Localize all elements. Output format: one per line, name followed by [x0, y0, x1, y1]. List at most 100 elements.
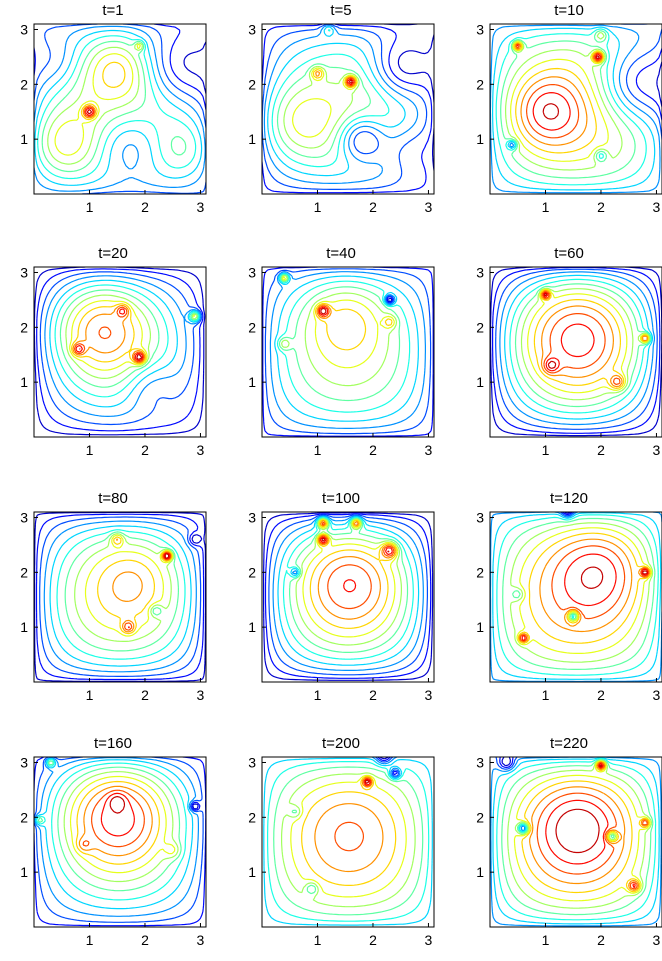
contour-level-line	[74, 533, 175, 642]
y-tick-label: 2	[248, 319, 256, 335]
x-tick-label: 1	[542, 199, 550, 215]
contour-lines	[262, 24, 434, 194]
contour-level-line	[318, 521, 395, 610]
y-tick-label: 2	[476, 564, 484, 580]
contour-level-line	[346, 77, 356, 87]
contour-level-line	[499, 757, 514, 769]
y-tick-label: 1	[476, 864, 484, 880]
contour-plot: 1 2 3 1 2 3	[476, 21, 662, 215]
contour-level-line	[262, 24, 433, 194]
contour-level-line	[309, 519, 397, 629]
contour-level-line	[78, 785, 153, 857]
y-tick-label: 1	[20, 374, 28, 390]
contour-level-line	[34, 757, 199, 917]
contour-level-line	[492, 26, 656, 191]
contour-level-line	[277, 516, 420, 666]
contour-level-line	[272, 515, 424, 671]
contour-level-line	[292, 67, 358, 138]
y-tick-label: 2	[248, 809, 256, 825]
x-tick-label: 3	[425, 932, 433, 948]
contour-level-line	[267, 26, 406, 177]
contour-panel: t=40 1 2 3 1 2 3	[248, 243, 435, 458]
contour-level-line	[543, 292, 557, 369]
contour-level-line	[295, 518, 402, 646]
contour-level-line	[495, 268, 658, 430]
x-tick-label: 2	[369, 687, 377, 703]
contour-level-line	[513, 41, 604, 154]
y-tick-label: 1	[476, 374, 484, 390]
contour-plot: 1 2 3 1 2 3	[248, 509, 435, 703]
x-tick-label: 2	[597, 442, 605, 458]
contour-level-line	[517, 532, 652, 644]
contour-level-line	[495, 757, 518, 770]
contour-level-line	[84, 534, 174, 637]
axes-frame	[489, 511, 662, 683]
axes-frame	[261, 511, 435, 683]
contour-plot: 1 2 3 1 2 3	[248, 754, 435, 948]
contour-lines	[34, 512, 206, 682]
axes-frame	[489, 23, 662, 195]
y-tick-label: 1	[248, 864, 256, 880]
x-tick-label: 1	[314, 442, 322, 458]
contour-level-line	[375, 757, 400, 777]
x-tick-label: 1	[86, 932, 94, 948]
panel-title: t=80	[98, 490, 128, 507]
x-tick-label: 2	[141, 199, 149, 215]
contour-level-line	[542, 291, 595, 372]
contour-level-line	[164, 553, 170, 559]
y-tick-label: 1	[476, 619, 484, 635]
contour-level-line	[316, 304, 332, 319]
contour-level-line	[263, 25, 419, 184]
y-tick-label: 3	[476, 509, 484, 525]
contour-panel: t=20 1 2 3 1 2 3	[20, 243, 207, 458]
contour-level-line	[64, 531, 179, 652]
contour-level-line	[519, 545, 650, 642]
contour-lines	[263, 512, 434, 681]
x-tick-label: 1	[542, 442, 550, 458]
contour-level-line	[536, 762, 648, 890]
contour-lines	[34, 24, 206, 194]
contour-panel: t=60 1 2 3 1 2 3	[476, 243, 662, 458]
contour-level-line	[39, 271, 203, 426]
y-tick-label: 3	[476, 264, 484, 280]
contour-level-line	[492, 267, 661, 434]
contour-level-line	[542, 55, 600, 120]
contour-level-line	[347, 78, 354, 86]
contour-level-line	[501, 757, 511, 767]
contour-level-line	[490, 24, 661, 194]
contour-level-line	[507, 759, 653, 909]
contour-level-line	[262, 267, 434, 437]
panel-title: t=120	[550, 490, 588, 507]
y-tick-label: 1	[476, 131, 484, 147]
contour-level-line	[36, 268, 204, 432]
contour-level-line	[109, 795, 126, 814]
contour-level-line	[520, 287, 650, 401]
axes-frame	[261, 266, 435, 438]
y-tick-label: 3	[248, 264, 256, 280]
axes-frame	[489, 756, 662, 928]
contour-level-line	[54, 43, 142, 156]
contour-level-line	[320, 307, 327, 315]
contour-level-line	[65, 294, 198, 379]
contour-level-line	[263, 512, 434, 681]
contour-level-line	[496, 514, 659, 676]
contour-level-line	[541, 290, 621, 386]
contour-level-line	[495, 28, 647, 186]
x-tick-label: 3	[425, 199, 433, 215]
y-tick-label: 3	[476, 21, 484, 37]
contour-level-line	[41, 40, 187, 173]
x-tick-label: 1	[86, 199, 94, 215]
contour-panel: t=5 1 2 3 1 2 3	[248, 0, 435, 215]
contour-level-line	[282, 275, 395, 369]
contour-level-line	[318, 306, 329, 316]
x-tick-label: 3	[425, 687, 433, 703]
contour-panel: t=10 1 2 3 1 2 3	[476, 0, 662, 215]
contour-level-line	[49, 525, 192, 667]
contour-level-line	[379, 757, 389, 760]
panel-title: t=40	[326, 245, 356, 262]
panel-title: t=160	[94, 735, 132, 752]
x-tick-label: 1	[86, 687, 94, 703]
contour-level-line	[274, 272, 419, 422]
y-tick-label: 3	[20, 509, 28, 525]
